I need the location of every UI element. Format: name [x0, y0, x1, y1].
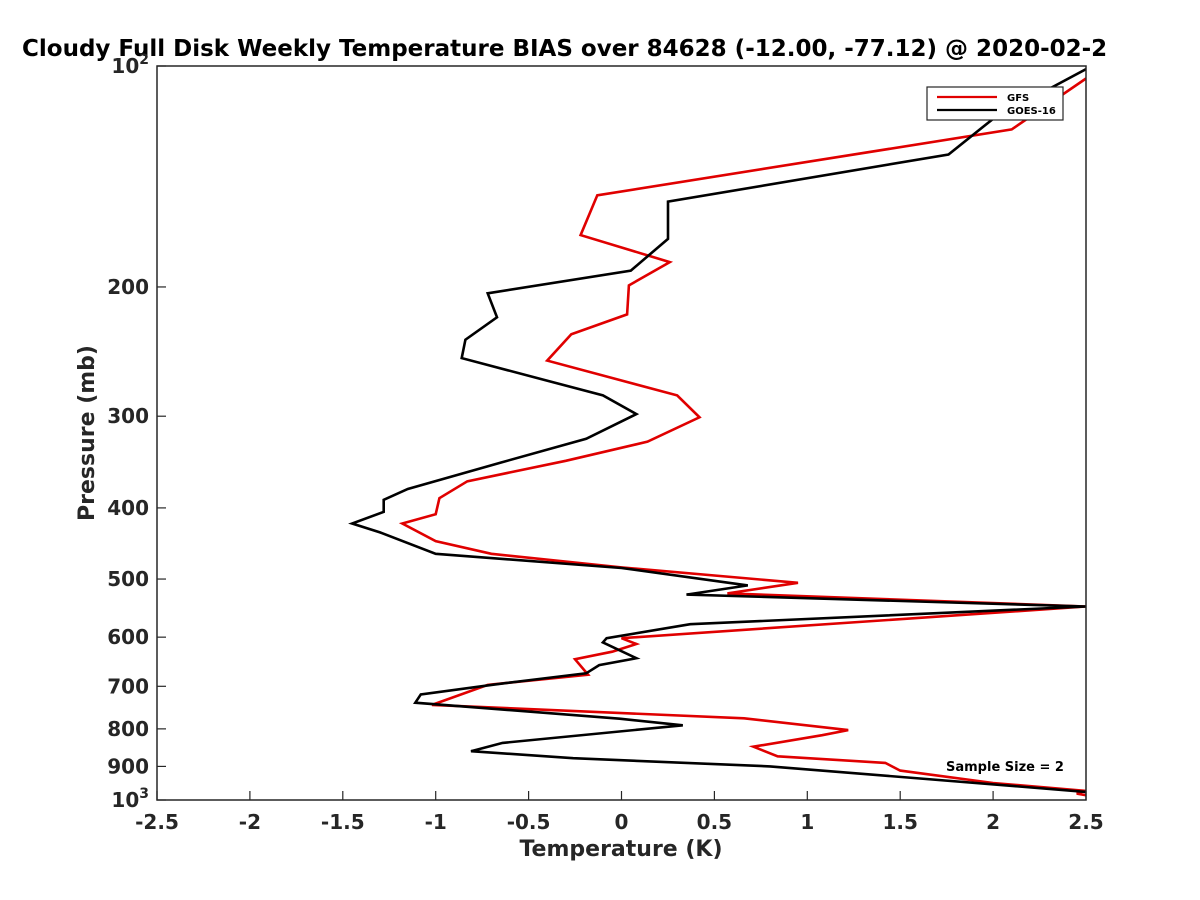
y-tick-label: 600	[107, 625, 149, 649]
x-axis-label: Temperature (K)	[519, 837, 722, 862]
y-tick-label: 200	[107, 275, 149, 299]
x-tick-label: -1.5	[321, 810, 365, 834]
chart-title: Cloudy Full Disk Weekly Temperature BIAS…	[22, 36, 1107, 62]
sample-size-annotation: Sample Size = 2	[946, 760, 1064, 775]
x-tick-label: 1	[800, 810, 814, 834]
x-axis: -2.5 -2 -1.5 -1 -0.5 0 0.5 1 1.5 2 2.5	[135, 791, 1104, 834]
y-axis-label: Pressure (mb)	[75, 345, 100, 521]
y-tick-label: 800	[107, 717, 149, 741]
x-tick-label: -2.5	[135, 810, 179, 834]
series-line-gfs	[398, 77, 1086, 797]
series-line-goes-16	[348, 68, 1086, 794]
y-tick-label: 300	[107, 404, 149, 428]
x-tick-label: 2	[986, 810, 1000, 834]
legend: GFS GOES-16	[926, 86, 1064, 121]
x-tick-label: 0.5	[697, 810, 732, 834]
x-tick-label: -2	[239, 810, 261, 834]
legend-box	[926, 86, 1064, 121]
plot-frame	[156, 65, 1087, 801]
y-tick-label: 500	[107, 567, 149, 591]
y-tick-label: 103	[111, 786, 149, 812]
y-axis: 102 200 300 400 500 600 700 800 900 103	[107, 52, 166, 812]
y-tick-label: 102	[111, 52, 149, 78]
x-tick-label: 2.5	[1068, 810, 1103, 834]
series-layer	[348, 68, 1086, 797]
x-tick-label: 0	[615, 810, 629, 834]
legend-label-gfs: GFS	[1007, 93, 1029, 104]
y-tick-label: 900	[107, 754, 149, 778]
y-tick-label: 700	[107, 674, 149, 698]
x-tick-label: 1.5	[882, 810, 917, 834]
x-tick-label: -1	[425, 810, 447, 834]
legend-label-goes-16: GOES-16	[1007, 106, 1056, 117]
y-tick-label: 400	[107, 496, 149, 520]
x-tick-label: -0.5	[507, 810, 551, 834]
